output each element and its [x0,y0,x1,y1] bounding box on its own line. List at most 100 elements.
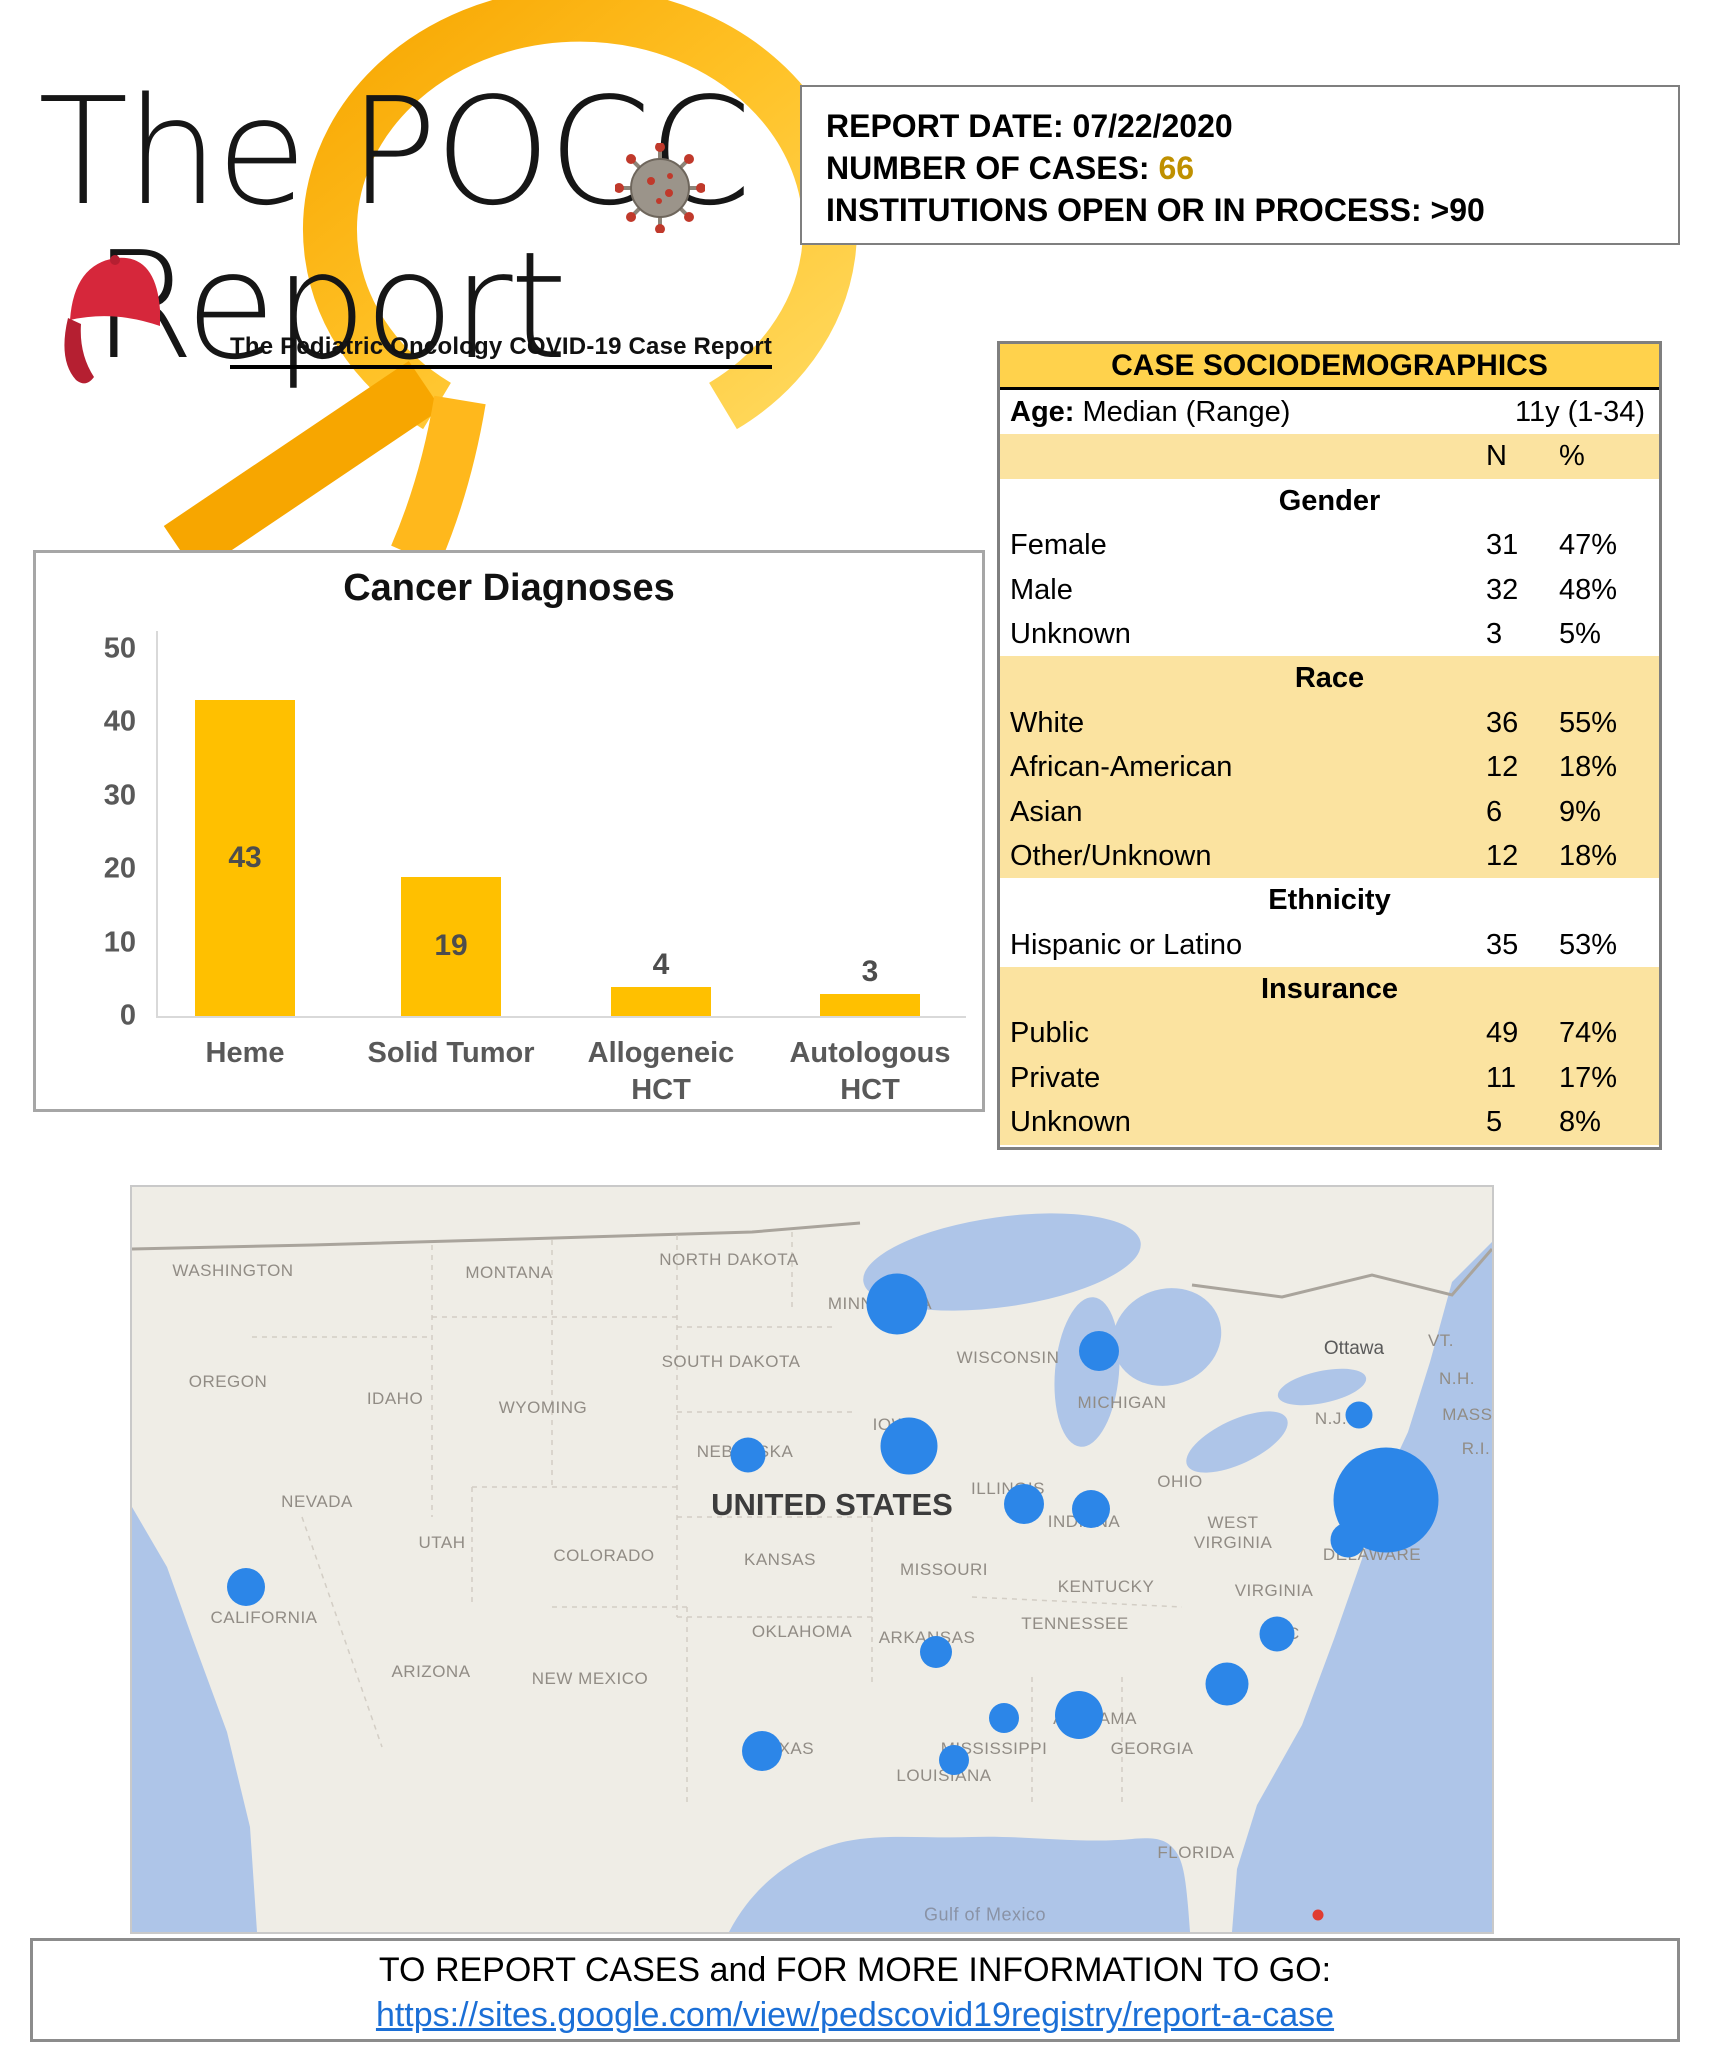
state-label: Ottawa [1323,1338,1385,1359]
state-label: OHIO [1157,1472,1203,1491]
row-pct-value: 8% [1559,1106,1601,1139]
row-label: Asian [1010,795,1083,828]
state-label: MISSOURI [899,1560,989,1579]
case-count-line: NUMBER OF CASES: 66 [826,147,1654,189]
case-bubble [880,1417,938,1475]
row-n-value: 32 [1486,573,1519,606]
row-label: Other/Unknown [1010,839,1212,872]
row-n-value: 35 [1486,928,1519,961]
table-row: Asian 6 9% [1000,789,1659,834]
section-header-gender: Gender [1278,484,1381,517]
row-n-value: 31 [1486,529,1519,562]
institutions-line: INSTITUTIONS OPEN OR IN PROCESS: >90 [826,189,1654,231]
state-label: CALIFORNIA [210,1608,318,1627]
row-pct-value: 48% [1559,573,1618,606]
state-label: WISCONSIN [956,1348,1060,1367]
x-axis-label: Autologous HCT [789,1037,951,1106]
bar-solid-tumor [401,876,501,1016]
y-axis-tick: 0 [119,999,136,1032]
row-pct-value: 74% [1559,1017,1618,1050]
case-count-value: 66 [1158,150,1195,186]
state-label: WEST VIRGINIA [1193,1513,1273,1552]
case-bubble [1345,1401,1373,1429]
bar-allogeneic-hct [611,986,711,1016]
footer-banner: TO REPORT CASES and FOR MORE INFORMATION… [30,1938,1680,2042]
row-label: White [1010,706,1085,739]
case-bubble [742,1731,782,1771]
institutions-label: INSTITUTIONS OPEN OR IN PROCESS: [826,192,1431,228]
row-pct-value: 9% [1559,795,1601,828]
report-date-line: REPORT DATE: 07/22/2020 [826,105,1654,147]
column-header-row: N % [1000,434,1659,479]
row-pct-value: 18% [1559,751,1618,784]
column-header-n: N [1486,440,1507,473]
table-title: CASE SOCIODEMOGRAPHICS [1000,344,1659,390]
chart-title: Cancer Diagnoses [343,567,675,609]
state-label: WASHINGTON [172,1261,294,1280]
row-pct-value: 18% [1559,839,1618,872]
state-label: NEVADA [281,1492,353,1511]
case-bubble [1259,1616,1295,1652]
state-label: KENTUCKY [1057,1577,1155,1596]
state-label: LOUISIANA [896,1766,992,1785]
table-row: Unknown 5 8% [1000,1100,1659,1145]
row-label: Public [1010,1017,1089,1050]
y-axis-tick: 30 [103,779,136,812]
state-label: R.I. [1461,1439,1491,1458]
state-label: COLORADO [553,1546,655,1565]
state-label: MICHIGAN [1077,1393,1167,1412]
table-row: Other/Unknown 12 18% [1000,833,1659,879]
chart-plot-area: 50 40 30 20 10 0 43 Heme 19 Solid Tumor 4 Allogenei… [36,553,982,1109]
row-n-value: 36 [1486,706,1519,739]
state-label: IDAHO [366,1389,424,1408]
bar-value-label: 3 [861,954,879,988]
row-pct-value: 17% [1559,1061,1618,1094]
case-bubble [1072,1490,1110,1528]
bar-value-label: 19 [434,929,468,963]
state-label: FLORIDA [1157,1843,1235,1862]
bar-heme [195,700,295,1016]
row-n-value: 11 [1486,1061,1517,1094]
gulf-of-mexico-label: Gulf of Mexico [923,1904,1047,1925]
report-link[interactable]: https://sites.google.com/view/pedscovid1… [375,1996,1335,2034]
sociodemographics-table: CASE SOCIODEMOGRAPHICS Age: Median (Rang… [997,341,1662,1150]
row-n-value: 12 [1486,751,1519,784]
column-header-pct: % [1559,440,1585,473]
bar-autologous-hct [820,993,920,1016]
age-value: 11y (1-34) [1514,396,1645,428]
row-label: African-American [1010,751,1233,784]
row-n-value: 12 [1486,839,1519,872]
row-label: Female [1010,529,1107,562]
country-label: UNITED STATES [711,1487,953,1522]
state-label: MASS. [1442,1405,1494,1424]
x-axis-label: Solid Tumor [367,1037,535,1069]
state-label: VT. [1427,1331,1455,1350]
case-bubble [1004,1484,1044,1524]
pocc-logo: The POCC Report The Pediatric Oncology C… [30,0,910,560]
state-label: VIRGINIA [1234,1581,1314,1600]
y-axis-tick: 20 [103,852,136,885]
row-pct-value: 53% [1559,928,1618,961]
case-bubble [939,1745,969,1775]
table-row: African-American 12 18% [1000,745,1659,790]
row-n-value: 49 [1486,1017,1519,1050]
row-n-value: 5 [1486,1106,1503,1139]
row-label: Private [1010,1061,1101,1094]
case-bubble [1055,1691,1103,1739]
table-row: Private 11 17% [1000,1055,1659,1101]
case-bubble [1079,1331,1119,1371]
table-row: Public 49 74% [1000,1011,1659,1056]
y-axis-tick: 10 [103,926,136,959]
section-header-insurance: Insurance [1000,967,1659,1012]
bar-value-label: 43 [228,841,262,875]
case-bubble [989,1703,1019,1733]
row-pct-value: 55% [1559,706,1618,739]
y-axis-line [156,631,158,1018]
case-bubble [866,1273,928,1335]
report-date-value: 07/22/2020 [1072,108,1233,144]
age-row: Age: Median (Range) 11y (1-34) [1000,390,1659,434]
x-axis-line [156,1016,966,1018]
red-cap-icon [64,255,160,384]
